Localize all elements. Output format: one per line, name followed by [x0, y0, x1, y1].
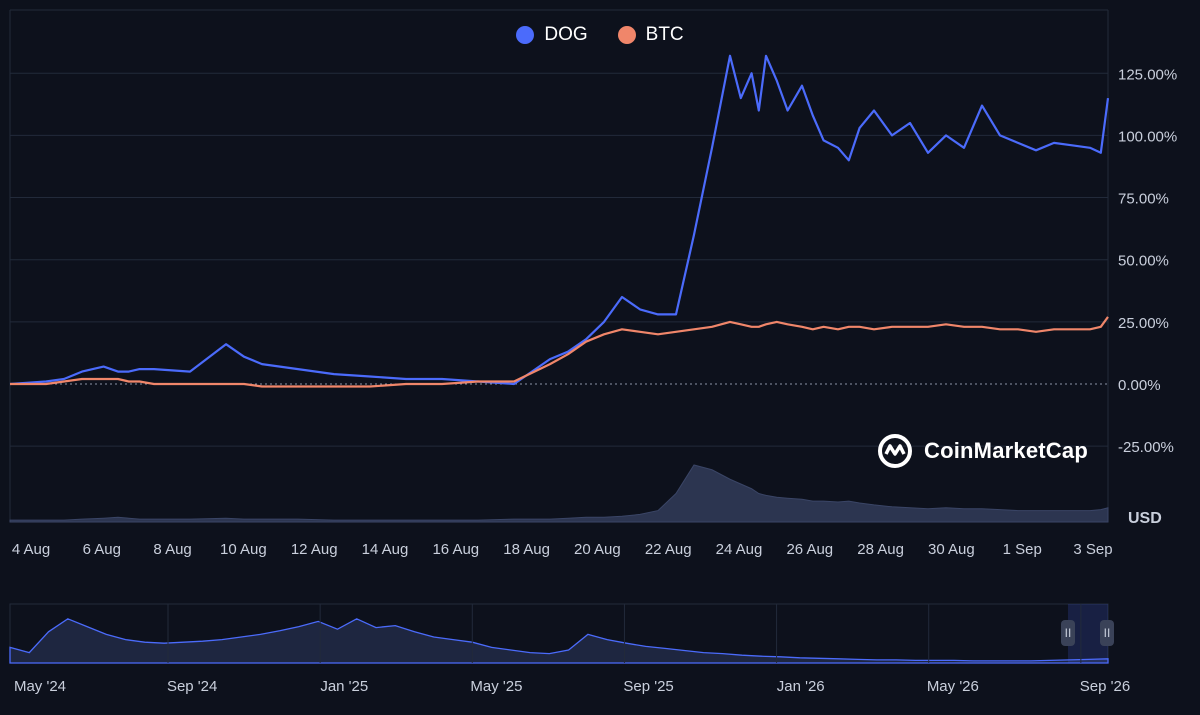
navigator-left-handle[interactable]: II	[1061, 620, 1075, 646]
navigator-label-0: May '24	[14, 678, 66, 695]
brand-name: CoinMarketCap	[924, 438, 1088, 463]
legend-item-btc[interactable]: BTC	[617, 24, 684, 46]
legend-label-btc: BTC	[645, 24, 684, 45]
x-tick-label-7: 18 Aug	[503, 541, 550, 558]
chart-legend: DOG BTC	[0, 24, 1200, 46]
btc-series-line	[10, 316, 1109, 388]
navigator-label-1: Sep '24	[167, 678, 217, 695]
volume-area	[9, 464, 1109, 523]
navigator-right-handle[interactable]: II	[1100, 620, 1114, 646]
x-tick-label-9: 22 Aug	[645, 541, 692, 558]
navigator-label-3: May '25	[470, 678, 522, 695]
x-tick-label-3: 10 Aug	[220, 541, 267, 558]
navigator-label-4: Sep '25	[623, 678, 673, 695]
y-tick-label-4: 25.00%	[1118, 315, 1169, 332]
x-tick-label-15: 3 Sep	[1073, 541, 1112, 558]
legend-item-dog[interactable]: DOG	[516, 24, 588, 46]
navigator-label-5: Jan '26	[777, 678, 825, 695]
x-tick-label-6: 16 Aug	[432, 541, 479, 558]
y-tick-label-2: 75.00%	[1118, 191, 1169, 208]
y-tick-label-3: 50.00%	[1118, 253, 1169, 270]
x-tick-label-2: 8 Aug	[153, 541, 191, 558]
x-tick-label-0: 4 Aug	[12, 541, 50, 558]
y-tick-label-0: 125.00%	[1118, 66, 1177, 83]
btc-series-dot-icon	[617, 26, 636, 44]
x-tick-label-4: 12 Aug	[291, 541, 338, 558]
x-tick-label-8: 20 Aug	[574, 541, 621, 558]
dog-series-dot-icon	[516, 26, 535, 44]
navigator-label-6: May '26	[927, 678, 979, 695]
x-tick-label-10: 24 Aug	[716, 541, 763, 558]
navigator-area	[9, 618, 1109, 664]
x-tick-label-12: 28 Aug	[857, 541, 904, 558]
y-tick-label-6: -25.00%	[1118, 439, 1174, 456]
y-tick-label-1: 100.00%	[1118, 128, 1177, 145]
x-tick-label-11: 26 Aug	[786, 541, 833, 558]
legend-label-dog: DOG	[544, 24, 588, 45]
dog-series-line	[9, 54, 1110, 386]
x-tick-label-5: 14 Aug	[362, 541, 409, 558]
navigator-label-2: Jan '25	[320, 678, 368, 695]
navigator-label-7: Sep '26	[1080, 678, 1130, 695]
x-tick-label-14: 1 Sep	[1003, 541, 1042, 558]
coinmarketcap-logo-icon	[878, 434, 912, 468]
currency-unit-label: USD	[1128, 510, 1162, 527]
x-tick-label-13: 30 Aug	[928, 541, 975, 558]
x-tick-label-1: 6 Aug	[83, 541, 121, 558]
coinmarketcap-watermark: CoinMarketCap	[876, 432, 1088, 470]
y-tick-label-5: 0.00%	[1118, 377, 1161, 394]
